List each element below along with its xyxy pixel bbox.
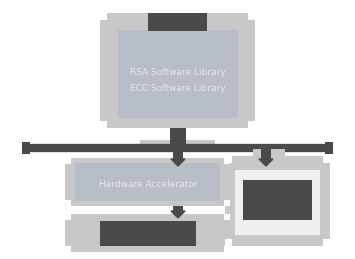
Bar (65, 246, 71, 252)
Bar (173, 206, 183, 211)
Bar (224, 214, 230, 220)
Bar (118, 30, 238, 118)
Polygon shape (171, 211, 185, 218)
Bar (325, 142, 333, 154)
Text: ECC Software Library: ECC Software Library (130, 83, 226, 92)
Bar (100, 121, 107, 128)
Bar (65, 200, 71, 206)
Bar (170, 128, 186, 148)
Bar (248, 121, 255, 128)
Bar (248, 13, 255, 20)
Bar (65, 158, 230, 206)
Bar (253, 149, 285, 161)
Bar (65, 214, 230, 252)
Bar (323, 156, 330, 163)
Bar (243, 180, 312, 220)
Bar (224, 246, 230, 252)
Bar (225, 239, 232, 246)
Polygon shape (171, 159, 185, 166)
Bar (100, 221, 196, 246)
Bar (140, 140, 215, 150)
Bar (224, 158, 230, 164)
Bar (75, 163, 220, 201)
Bar (148, 13, 207, 31)
Bar (65, 158, 71, 164)
Bar (261, 148, 271, 159)
Bar (65, 214, 71, 220)
Bar (225, 156, 330, 246)
Bar (225, 156, 232, 163)
Text: RSA Software Library: RSA Software Library (130, 68, 226, 76)
Bar (323, 239, 330, 246)
Bar (100, 13, 255, 128)
Bar (173, 148, 183, 159)
Bar (100, 13, 107, 20)
Bar (235, 170, 320, 235)
Text: Hardware Accelerator: Hardware Accelerator (99, 179, 197, 189)
Polygon shape (259, 159, 273, 166)
Bar (170, 128, 186, 140)
Bar (224, 200, 230, 206)
Bar (22, 142, 30, 154)
